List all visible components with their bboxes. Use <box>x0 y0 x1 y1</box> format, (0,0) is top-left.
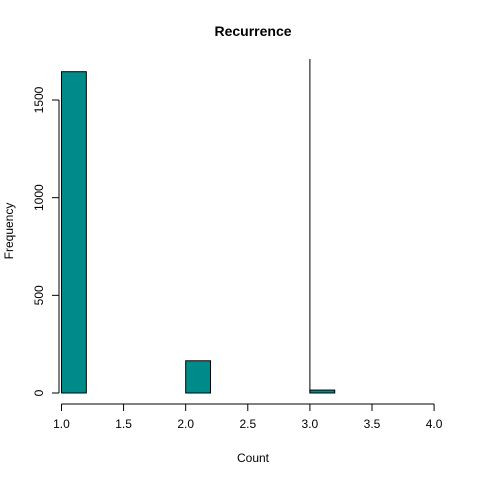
y-axis: 0 500 1000 1500 <box>32 86 60 396</box>
x-tick-label: 1.0 <box>53 417 70 431</box>
x-axis: 1.0 1.5 2.0 2.5 3.0 3.5 4.0 <box>53 403 443 431</box>
y-tick-label: 500 <box>32 285 46 305</box>
x-tick-label: 3.5 <box>364 417 381 431</box>
x-tick-label: 4.0 <box>426 417 443 431</box>
x-tick-label: 2.5 <box>239 417 256 431</box>
chart-title: Recurrence <box>214 23 291 39</box>
histogram-bar <box>60 71 87 394</box>
x-tick-label: 2.0 <box>177 417 194 431</box>
x-tick-label: 1.5 <box>115 417 132 431</box>
x-tick-label: 3.0 <box>302 417 319 431</box>
y-tick-label: 1000 <box>32 184 46 211</box>
y-tick-label: 0 <box>32 389 46 396</box>
histogram-bar <box>185 360 212 394</box>
y-tick-label: 1500 <box>32 86 46 113</box>
y-axis-label: Frequency <box>2 203 16 260</box>
histogram-bar <box>309 389 336 394</box>
bars-group <box>60 71 336 394</box>
x-axis-label: Count <box>237 451 270 465</box>
